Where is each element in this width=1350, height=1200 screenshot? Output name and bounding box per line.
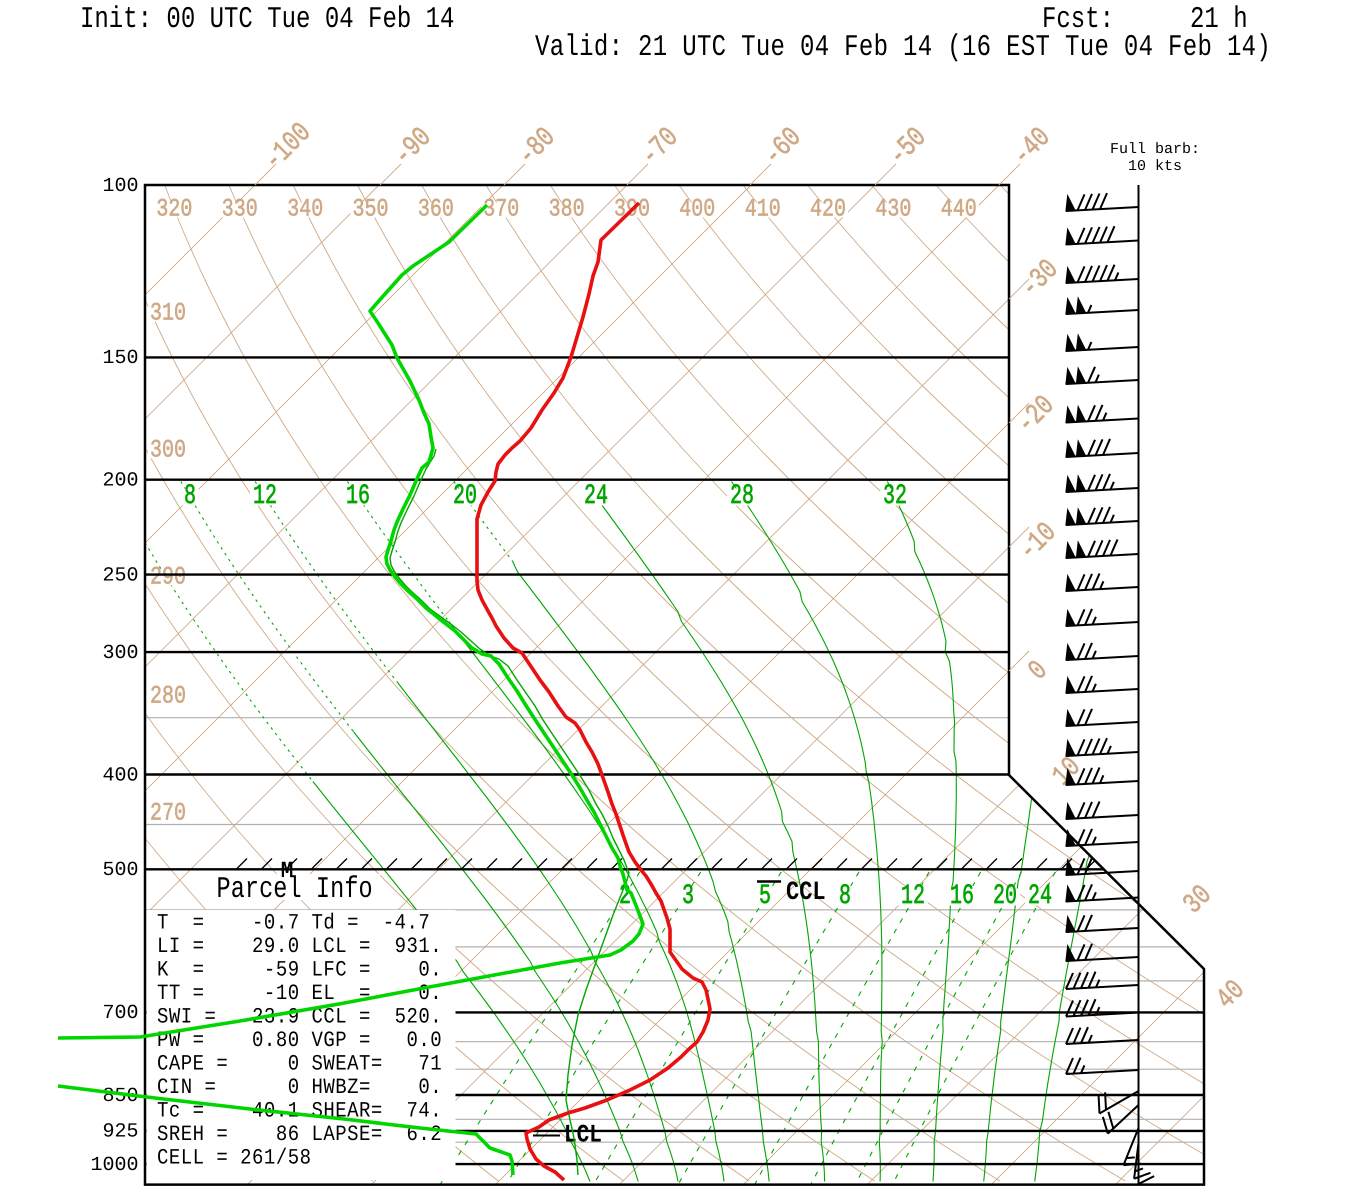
- svg-text:12: 12: [253, 481, 277, 513]
- svg-text:Init: 00 UTC Tue 04 Feb 14: Init: 00 UTC Tue 04 Feb 14: [80, 3, 454, 37]
- svg-text:20: 20: [453, 481, 477, 513]
- svg-text:24: 24: [1028, 881, 1052, 913]
- svg-text:16: 16: [346, 481, 370, 513]
- svg-text:M: M: [281, 859, 294, 884]
- svg-text:250: 250: [102, 564, 138, 587]
- svg-text:16: 16: [950, 881, 974, 913]
- svg-text:300: 300: [150, 437, 186, 466]
- svg-text:410: 410: [745, 196, 781, 225]
- svg-text:28: 28: [730, 481, 754, 513]
- svg-text:370: 370: [483, 196, 519, 225]
- svg-text:10 kts: 10 kts: [1128, 158, 1182, 175]
- svg-text:850: 850: [102, 1085, 138, 1108]
- svg-text:925: 925: [102, 1121, 138, 1144]
- svg-text:100: 100: [102, 175, 138, 198]
- svg-text:24: 24: [584, 481, 608, 513]
- svg-text:360: 360: [418, 196, 454, 225]
- svg-text:350: 350: [352, 196, 388, 225]
- svg-text:5: 5: [759, 881, 771, 913]
- svg-text:700: 700: [102, 1002, 138, 1025]
- svg-text:400: 400: [679, 196, 715, 225]
- svg-text:21 h: 21 h: [1190, 3, 1248, 37]
- svg-text:310: 310: [150, 300, 186, 329]
- svg-text:CELL = 261/58: CELL = 261/58: [157, 1145, 311, 1170]
- svg-text:430: 430: [875, 196, 911, 225]
- svg-text:330: 330: [222, 196, 258, 225]
- svg-text:8: 8: [839, 881, 851, 913]
- svg-text:380: 380: [549, 196, 585, 225]
- svg-text:PW = 0.80 VGP = 0.0: PW = 0.80 VGP = 0.0: [157, 1028, 442, 1053]
- svg-text:270: 270: [150, 800, 186, 829]
- svg-text:1000: 1000: [90, 1154, 138, 1177]
- svg-text:8: 8: [184, 481, 196, 513]
- svg-text:340: 340: [287, 196, 323, 225]
- svg-text:K = -59 LFC = 0.: K = -59 LFC = 0.: [157, 957, 442, 982]
- svg-text:LI = 29.0 LCL = 931.: LI = 29.0 LCL = 931.: [157, 934, 442, 959]
- svg-text:320: 320: [156, 196, 192, 225]
- svg-text:SWI = 23.9 CCL = 520.: SWI = 23.9 CCL = 520.: [157, 1004, 442, 1029]
- svg-text:12: 12: [901, 881, 925, 913]
- svg-text:420: 420: [810, 196, 846, 225]
- svg-text:3: 3: [682, 881, 694, 913]
- svg-text:280: 280: [150, 683, 186, 712]
- svg-text:LCL: LCL: [564, 1122, 602, 1150]
- svg-text:Full barb:: Full barb:: [1110, 141, 1200, 158]
- svg-text:Parcel Info: Parcel Info: [217, 873, 373, 908]
- svg-text:500: 500: [102, 859, 138, 882]
- svg-text:Fcst:: Fcst:: [1042, 3, 1114, 37]
- svg-text:CCL: CCL: [786, 877, 826, 907]
- svg-text:400: 400: [102, 764, 138, 787]
- svg-text:CIN = 0 HWBZ= 0.: CIN = 0 HWBZ= 0.: [157, 1075, 442, 1100]
- svg-text:290: 290: [150, 564, 186, 593]
- svg-text:32: 32: [883, 481, 907, 513]
- svg-text:300: 300: [102, 642, 138, 665]
- svg-text:CAPE = 0 SWEAT= 71: CAPE = 0 SWEAT= 71: [157, 1051, 442, 1076]
- svg-text:200: 200: [102, 470, 138, 493]
- svg-text:440: 440: [941, 196, 977, 225]
- svg-text:Valid: 21 UTC Tue 04 Feb 14 (1: Valid: 21 UTC Tue 04 Feb 14 (16 EST Tue …: [535, 31, 1271, 65]
- svg-text:20: 20: [993, 881, 1017, 913]
- svg-text:T = -0.7 Td = -4.7: T = -0.7 Td = -4.7: [157, 910, 430, 935]
- svg-text:150: 150: [102, 347, 138, 370]
